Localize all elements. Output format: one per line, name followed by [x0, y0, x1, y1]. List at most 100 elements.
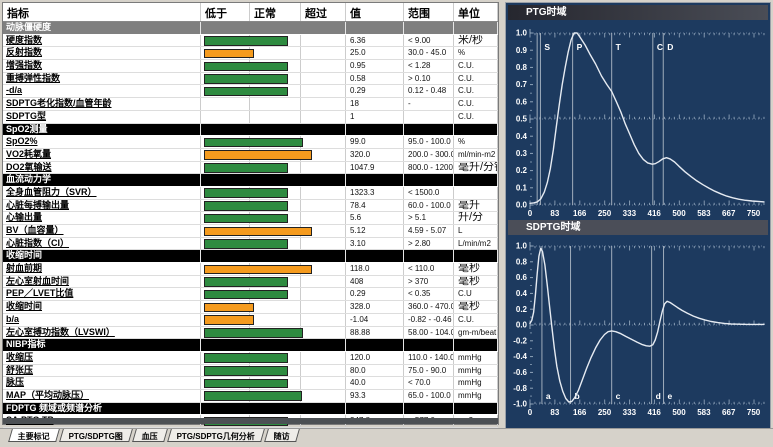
- table-row: SDPTG型 1 C.U.: [3, 110, 498, 124]
- indicator-link[interactable]: 射血前期: [3, 263, 201, 275]
- value-cell: 408: [346, 275, 404, 288]
- indicator-link[interactable]: BV（血容量）: [3, 225, 201, 237]
- zone-normal: [250, 47, 301, 60]
- zone-over: [301, 34, 346, 47]
- svg-text:0.4: 0.4: [516, 289, 528, 298]
- svg-text:500: 500: [672, 209, 686, 218]
- svg-text:d: d: [656, 391, 661, 401]
- range-cell: 30.0 - 45.0: [404, 47, 454, 60]
- indicator-link[interactable]: SDPTG型: [3, 110, 201, 123]
- indicator-link[interactable]: 左心室射血时间: [3, 275, 201, 288]
- tab-label: 主要标记: [17, 432, 50, 441]
- indicator-link[interactable]: 反射指数: [3, 47, 201, 60]
- table-row: SpO2% 99.0 95.0 - 100.0%: [3, 136, 498, 149]
- table-row: SDPTG老化指数/血管年龄 18- C.U.: [3, 98, 498, 111]
- zone-normal: [250, 275, 301, 288]
- tab-3[interactable]: PTG/SDPTG几何分析: [167, 429, 266, 442]
- range-cell: -0.82 - -0.46: [404, 313, 454, 326]
- indicator-link[interactable]: VO2耗氧量: [3, 148, 201, 161]
- value-cell: 5.12: [346, 225, 404, 237]
- section-fill: [346, 402, 404, 415]
- tab-label: PTG/SDPTG几何分析: [176, 432, 256, 441]
- unit-cell: L/min/m2: [454, 237, 498, 250]
- unit-cell: 米/秒: [454, 34, 498, 47]
- range-cell: > 2.80: [404, 237, 454, 250]
- zone-low: [201, 98, 250, 110]
- indicator-link[interactable]: PEP／LVET比值: [3, 288, 201, 301]
- level-bar-green: [204, 366, 288, 376]
- unit-cell: ml/min-m2: [454, 148, 498, 161]
- unit-cell: C.U.: [454, 313, 498, 326]
- zone-normal: [250, 313, 301, 326]
- range-cell: 0.12 - 0.48: [404, 85, 454, 98]
- indicator-link[interactable]: SDPTG老化指数/血管年龄: [3, 98, 201, 110]
- indicator-link[interactable]: 收缩压: [3, 351, 201, 364]
- bottom-tab-bar: 主要标记 PTG/SDPTG图 血压 PTG/SDPTG几何分析 随访: [0, 428, 773, 447]
- unit-cell: [454, 186, 498, 199]
- value-cell: 328.0: [346, 301, 404, 313]
- tab-4[interactable]: 随访: [264, 429, 301, 442]
- table-row: 收缩时间 328.0 360.0 - 470.0 毫秒: [3, 301, 498, 314]
- indicator-link[interactable]: -d/a: [3, 85, 201, 98]
- level-bar-orange: [204, 264, 312, 275]
- zone-over: [301, 136, 346, 148]
- range-cell: > 370: [404, 275, 454, 288]
- table-row: 重搏弹性指数 0.58 > 0.10 C.U.: [3, 72, 498, 86]
- svg-text:0.0: 0.0: [516, 321, 528, 330]
- table-footer-bar: [3, 418, 498, 424]
- section-fill: [346, 123, 404, 136]
- value-cell: 0.29: [346, 85, 404, 98]
- indicator-link[interactable]: 重搏弹性指数: [3, 72, 201, 85]
- tab-0[interactable]: 主要标记: [8, 429, 60, 442]
- unit-cell: 毫秒: [454, 263, 498, 275]
- range-cell: 65.0 - 100.0: [404, 389, 454, 402]
- range-cell: [404, 110, 454, 123]
- indicator-link[interactable]: 硬度指数: [3, 34, 201, 47]
- section-fill: [201, 174, 346, 186]
- tab-2[interactable]: 血压: [132, 429, 169, 442]
- unit-cell: C.U.: [454, 60, 498, 72]
- col-header-4: 值: [346, 3, 404, 21]
- indicator-link[interactable]: 舒张压: [3, 364, 201, 377]
- unit-cell: 毫升: [454, 199, 498, 212]
- indicator-link[interactable]: DO2氧输送: [3, 161, 201, 174]
- indicator-link[interactable]: 心脏每搏输出量: [3, 199, 201, 212]
- table-row: 心输出量 5.6 > 5.1 升/分: [3, 212, 498, 225]
- level-bar-green: [204, 239, 288, 249]
- svg-text:0.6: 0.6: [516, 97, 528, 106]
- value-cell: 1047.9: [346, 161, 404, 174]
- indicator-link[interactable]: SpO2%: [3, 136, 201, 148]
- table-row: -d/a 0.29 0.12 - 0.48 C.U.: [3, 85, 498, 99]
- section-fill: [404, 250, 454, 263]
- indicator-link[interactable]: 左心室搏功指数（LVSWI）: [3, 326, 201, 339]
- value-cell: 40.0: [346, 377, 404, 389]
- zone-normal: [250, 364, 301, 377]
- indicator-link[interactable]: MAP（平均动脉压）: [3, 389, 201, 402]
- svg-text:750: 750: [747, 209, 761, 218]
- zone-over: [301, 85, 346, 98]
- table-row: 心脏每搏输出量 78.4 60.0 - 100.0 毫升: [3, 199, 498, 213]
- indicator-link[interactable]: 全身血管阻力（SVR）: [3, 186, 201, 199]
- indicator-link[interactable]: 收缩时间: [3, 301, 201, 313]
- section-fill: [346, 250, 404, 263]
- svg-text:-1.0: -1.0: [513, 400, 527, 409]
- range-cell: 95.0 - 100.0: [404, 136, 454, 148]
- zone-over: [301, 60, 346, 72]
- svg-text:0.2: 0.2: [516, 166, 528, 175]
- range-cell: 800.0 - 1200.0: [404, 161, 454, 174]
- zone-over: [301, 263, 346, 275]
- table-row: MAP（平均动脉压） 93.3 65.0 - 100.0 mmHg: [3, 389, 498, 403]
- indicator-link[interactable]: b/a: [3, 313, 201, 326]
- indicator-link[interactable]: 增强指数: [3, 60, 201, 72]
- zone-over: [301, 301, 346, 313]
- indicator-link[interactable]: 心脏指数（CI）: [3, 237, 201, 250]
- indicator-link[interactable]: 心输出量: [3, 212, 201, 224]
- svg-text:e: e: [668, 391, 673, 401]
- indicator-link[interactable]: 脉压: [3, 377, 201, 389]
- section-fill: [201, 123, 346, 136]
- zone-normal: [250, 237, 301, 250]
- zone-over: [301, 47, 346, 60]
- zone-over: [301, 377, 346, 389]
- tab-1[interactable]: PTG/SDPTG图: [59, 429, 134, 442]
